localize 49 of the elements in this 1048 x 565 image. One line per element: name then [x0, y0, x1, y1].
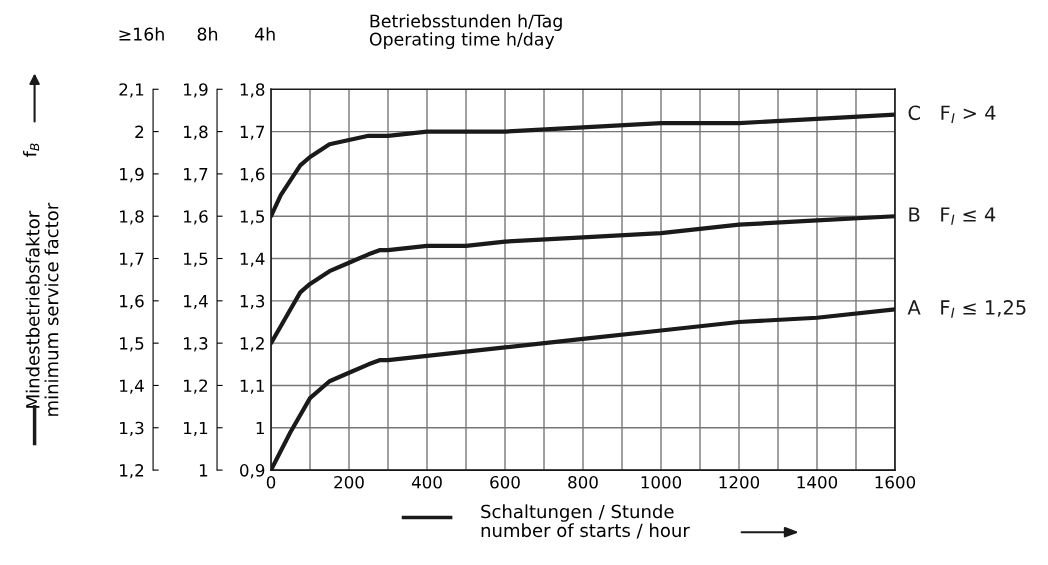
series-label: B F$_{I}$ ≤ 4: [909, 207, 996, 225]
chart-title: Betriebsstunden h/Tag Operating time h/day: [369, 14, 562, 50]
y3-tick-label: 1,8: [120, 210, 144, 225]
y-tick-label: 1,1: [240, 379, 264, 394]
x-tick-label: 400: [411, 475, 442, 489]
text: f$_{B}$: [23, 143, 40, 157]
y-tick-label: 1,3: [240, 294, 265, 310]
y-tick-label: 1,2: [240, 337, 264, 352]
y3-tick-label: 1,7: [120, 252, 144, 267]
x-tick-label: 1000: [641, 475, 682, 489]
x-tick-label: 1600: [875, 475, 916, 489]
y3-tick-label: 2: [135, 125, 144, 138]
x-tick-label: 0: [266, 475, 276, 489]
y2-tick-label: 1: [199, 464, 208, 477]
y3-tick-label: 1,5: [120, 337, 144, 352]
y2-tick-label: 1,1: [184, 421, 208, 437]
y-tick-label: 1,4: [240, 252, 265, 267]
x-tick-label: 1200: [719, 475, 760, 489]
y-tick-label: 1: [256, 421, 264, 435]
text: ≥16h: [119, 27, 164, 41]
y-tick-label: 1,8: [240, 83, 265, 98]
text: 4h: [254, 27, 275, 41]
x-axis-title: Schaltungen / Stunde number of starts / hour: [481, 504, 690, 539]
y2-tick-label: 1,2: [184, 379, 208, 394]
y3-tick-label: 1,3: [120, 421, 144, 437]
y2-tick-label: 1,5: [184, 252, 208, 267]
y2-tick-label: 1,3: [184, 337, 208, 352]
x-tick-label: 1400: [797, 475, 838, 489]
y-tick-label: 0,9: [240, 464, 265, 479]
series-label: C F$_{I}$ > 4: [908, 105, 996, 124]
y2-tick-label: 1,4: [184, 295, 208, 310]
y-tick-label: 1,5: [240, 210, 264, 225]
y3-tick-label: 1,9: [120, 167, 144, 183]
y-tick-label: 1,7: [240, 125, 265, 140]
y2-tick-label: 1,9: [184, 83, 208, 98]
x-tick-label: 200: [334, 475, 364, 489]
series-label: A F$_{I}$ ≤ 1,25: [907, 300, 1026, 318]
text: 8h: [197, 27, 218, 41]
y2-tick-label: 1,7: [184, 168, 208, 183]
y3-tick-label: 1,4: [120, 379, 144, 394]
y-tick-label: 1,6: [240, 167, 265, 183]
y2-tick-label: 1,6: [184, 210, 208, 225]
x-tick-label: 600: [490, 475, 520, 489]
y2-tick-label: 1,8: [184, 125, 208, 140]
x-tick-label: 800: [568, 475, 598, 489]
y3-axis-title: Mindestbetriebsfaktor minimum service factor: [25, 202, 59, 416]
y3-tick-label: 1,2: [120, 464, 144, 479]
y3-tick-label: 2,1: [119, 83, 144, 98]
y3-tick-label: 1,6: [120, 294, 144, 310]
